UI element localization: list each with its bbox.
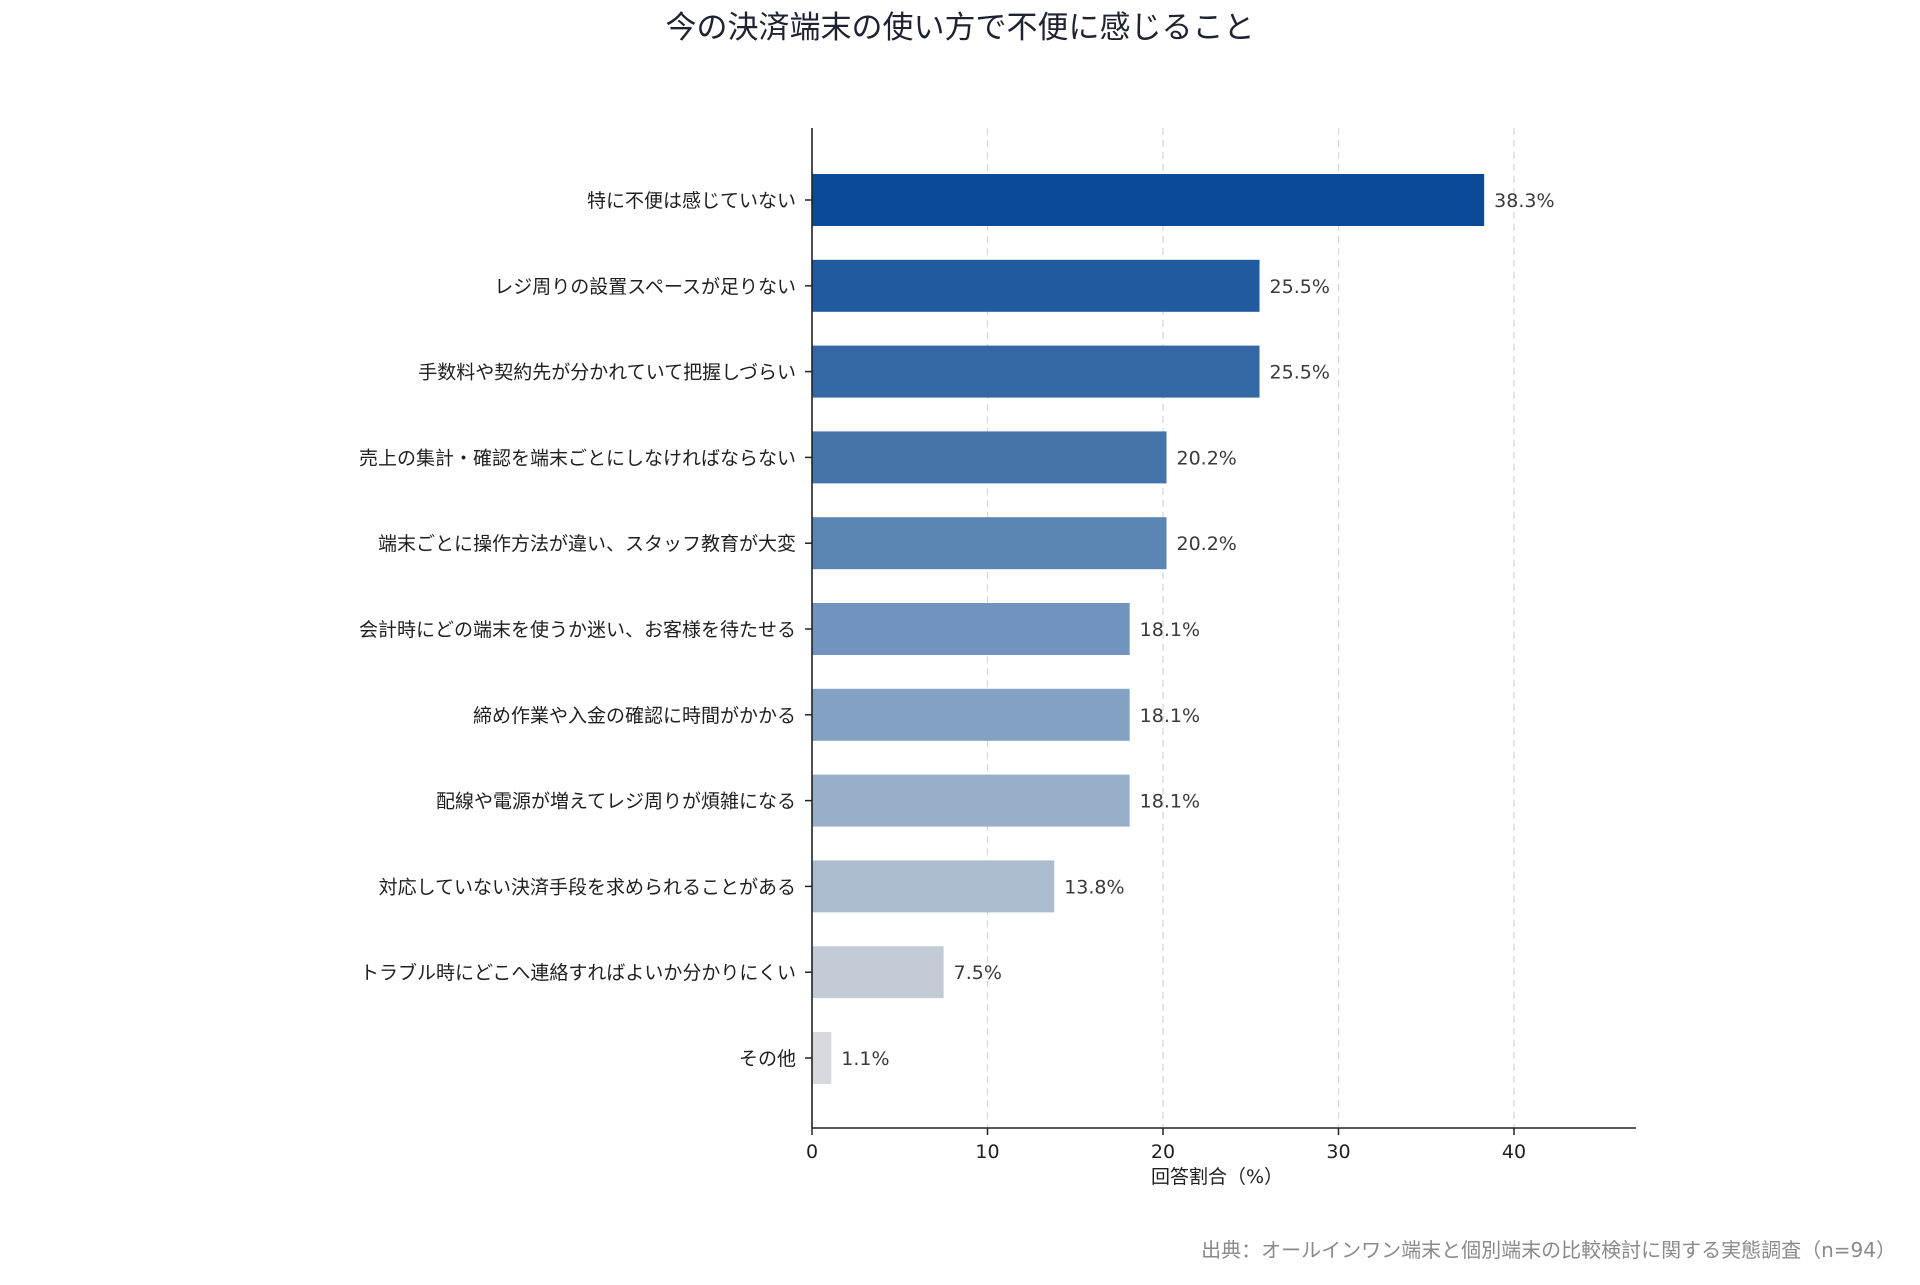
value-label-7: 18.1% [1140,705,1200,727]
value-label-9: 13.8% [1064,876,1124,898]
value-label-6: 18.1% [1140,619,1200,641]
category-label-3: 手数料や契約先が分かれていて把握しづらい [418,362,796,384]
value-label-4: 20.2% [1177,447,1237,469]
category-label-2: レジ周りの設置スペースが足りない [494,276,796,298]
category-labels: 特に不便は感じていないレジ周りの設置スペースが足りない手数料や契約先が分かれてい… [359,190,796,1070]
value-label-11: 1.1% [841,1048,889,1070]
grid-lines [986,128,1515,1128]
x-tick-label-30: 30 [1326,1141,1350,1163]
x-tick-label-40: 40 [1502,1141,1526,1163]
bar-11 [812,1032,832,1084]
x-tick-label-10: 10 [975,1141,999,1163]
bar-5 [812,517,1167,570]
bar-7 [812,688,1130,741]
value-label-10: 7.5% [954,962,1002,984]
bar-1 [812,174,1485,226]
category-label-8: 配線や電源が増えてレジ周りが煩雑になる [436,791,796,813]
value-label-3: 25.5% [1270,362,1330,384]
axes [805,128,1636,1135]
category-label-9: 対応していない決済手段を求められることがある [379,876,796,898]
source-note: 出典：オールインワン端末と個別端末の比較検討に関する実態調査（n=94） [1201,1238,1896,1262]
value-label-8: 18.1% [1140,791,1200,813]
category-label-5: 端末ごとに操作方法が違い、スタッフ教育が大変 [378,533,796,555]
bar-4 [812,431,1167,484]
bar-10 [812,946,944,999]
category-label-6: 会計時にどの端末を使うか迷い、お客様を待たせる [359,619,796,641]
category-label-10: トラブル時にどこへ連絡すればよいか分かりにくい [360,961,796,984]
x-tick-label-0: 0 [806,1141,818,1163]
x-tick-labels: 0 10 20 30 40 [806,1141,1526,1163]
category-label-4: 売上の集計・確認を端末ごとにしなければならない [359,447,796,469]
value-label-1: 38.3% [1494,190,1554,212]
x-tick-label-20: 20 [1151,1141,1175,1163]
bar-6 [812,603,1130,655]
bars [812,174,1485,1084]
bar-2 [812,259,1260,312]
x-axis-title: 回答割合（%） [1151,1166,1283,1188]
value-label-5: 20.2% [1177,533,1237,555]
category-label-11: その他 [739,1048,796,1070]
chart-title: 今の決済端末の使い方で不便に感じること [666,10,1255,46]
value-labels: 38.3% 25.5% 25.5% 20.2% 20.2% 18.1% 18.1% 18.1%… [841,190,1554,1070]
category-label-1: 特に不便は感じていない [587,190,796,212]
bar-8 [812,774,1130,827]
bar-9 [812,860,1055,913]
category-label-7: 締め作業や入金の確認に時間がかかる [473,705,796,727]
value-label-2: 25.5% [1270,276,1330,298]
bar-3 [812,345,1260,398]
